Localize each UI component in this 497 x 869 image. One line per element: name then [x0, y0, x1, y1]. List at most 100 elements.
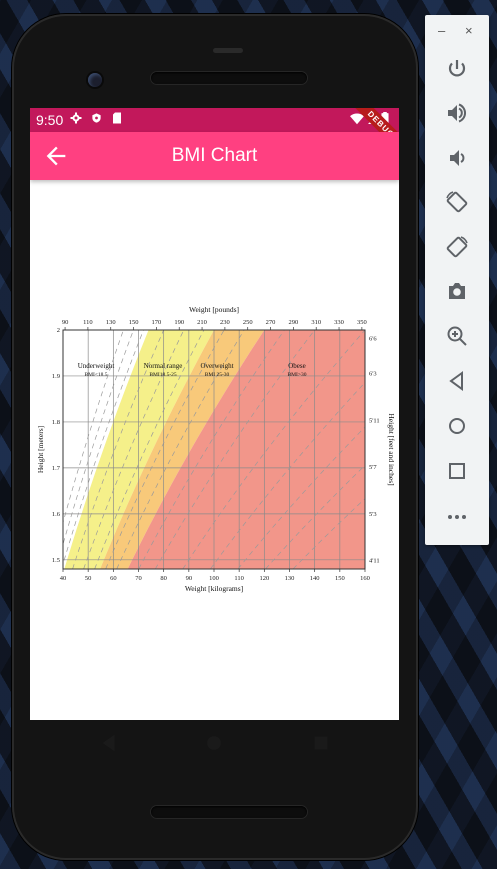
y-tick-label: 1.5 — [52, 557, 60, 564]
bmi-dashed-line — [154, 330, 315, 569]
top-tick-label: 330 — [334, 319, 344, 326]
bmi-dashed-line — [292, 498, 365, 569]
volume-up-icon — [448, 103, 466, 123]
home-icon — [449, 418, 465, 434]
volume-down-button[interactable] — [445, 146, 469, 170]
rotate-left-icon — [446, 191, 468, 213]
region-range-label: BMI<18.5 — [84, 372, 107, 378]
app-bar: BMI Chart — [30, 132, 399, 180]
x-tick-label: 110 — [234, 575, 244, 582]
right-tick-label: 5'11 — [369, 417, 380, 424]
y-tick-label: 1.8 — [52, 419, 60, 426]
x-axis-label: Weight [kilograms] — [185, 584, 243, 593]
x-tick-label: 60 — [110, 575, 117, 582]
back-button-panel[interactable] — [445, 369, 469, 393]
bmi-dashed-line — [138, 330, 285, 569]
rotate-right-button[interactable] — [445, 235, 469, 259]
right-tick-label: 6'3 — [369, 371, 377, 378]
nav-home-icon[interactable] — [203, 732, 225, 754]
bmi-dashed-line — [63, 330, 144, 566]
back-icon — [449, 371, 463, 391]
bmi-dashed-line — [63, 330, 124, 524]
zoom-icon — [447, 326, 467, 346]
region-label: Overweight — [200, 362, 233, 370]
right-axis-label: Height [feet and inches] — [387, 413, 396, 485]
top-tick-label: 90 — [62, 319, 69, 326]
more-icon — [448, 515, 466, 519]
overview-icon — [449, 463, 465, 479]
top-tick-label: 350 — [357, 319, 367, 326]
x-tick-label: 120 — [259, 575, 269, 582]
android-nav-bar — [30, 720, 399, 766]
x-tick-label: 140 — [310, 575, 320, 582]
status-time: 9:50 — [36, 112, 64, 128]
rotate-left-button[interactable] — [445, 190, 469, 214]
right-tick-label: 5'3 — [369, 511, 377, 518]
volume-up-button[interactable] — [445, 101, 469, 125]
sd-card-icon — [112, 112, 121, 124]
region-label: Underweight — [78, 362, 115, 370]
power-icon — [448, 60, 466, 77]
wifi-icon — [350, 113, 365, 125]
bmi-chart: 40 50 60 70 80 90 100 110 120 130 140 150 160 1.5 1.6 1… — [36, 305, 396, 593]
zoom-button[interactable] — [445, 324, 469, 348]
earpiece-slit — [213, 48, 243, 53]
more-button[interactable] — [445, 505, 469, 529]
volume-down-icon — [450, 150, 465, 166]
emulator-side-panel: – × — [425, 15, 489, 545]
x-tick-label: 70 — [135, 575, 142, 582]
top-speaker-grille — [151, 72, 307, 84]
nav-back-icon[interactable] — [98, 732, 120, 754]
overview-button-panel[interactable] — [445, 459, 469, 483]
region-range-label: BMI18.5-25 — [149, 372, 177, 378]
y-axis-label: Height [meters] — [36, 426, 45, 473]
bottom-speaker-grille — [151, 806, 307, 818]
settings-icon — [70, 112, 82, 124]
y-tick-label: 1.9 — [52, 373, 60, 380]
close-button[interactable]: × — [465, 23, 473, 38]
x-tick-label: 160 — [360, 575, 370, 582]
bmi-dashed-line — [94, 330, 205, 569]
minimize-button[interactable]: – — [438, 23, 446, 38]
region-overweight — [100, 330, 265, 569]
bmi-dashed-line — [265, 464, 365, 569]
top-tick-label: 250 — [243, 319, 253, 326]
region-label: Normal range — [144, 362, 183, 370]
right-tick-label: 4'11 — [369, 557, 380, 564]
region-normal-range — [64, 330, 215, 569]
rotate-right-icon — [446, 236, 468, 258]
status-bar: 9:50 DEBUG — [30, 108, 399, 158]
y-tick-label: 1.7 — [52, 465, 61, 472]
region-obese — [127, 330, 365, 569]
screenshot-button[interactable] — [445, 279, 469, 303]
top-tick-label: 110 — [83, 319, 93, 326]
nav-overview-icon[interactable] — [310, 732, 332, 754]
right-tick-label: 5'7 — [369, 464, 377, 471]
top-tick-label: 310 — [311, 319, 321, 326]
x-tick-label: 100 — [209, 575, 219, 582]
x-tick-label: 80 — [160, 575, 167, 582]
status-notification-icons — [70, 112, 122, 126]
bmi-dashed-line — [63, 330, 134, 546]
top-tick-label: 170 — [152, 319, 162, 326]
home-button-panel[interactable] — [445, 414, 469, 438]
bmi-dashed-line — [182, 330, 365, 569]
app-screen: 9:50 DEBUG BMI Chart 40 50 60 70 80 90 100 110 1… — [30, 108, 399, 720]
top-tick-label: 150 — [129, 319, 139, 326]
top-tick-label: 270 — [266, 319, 276, 326]
region-label: Obese — [288, 362, 306, 370]
top-axis-label: Weight [pounds] — [189, 305, 239, 314]
bmi-dashed-line — [210, 382, 365, 569]
shield-icon — [92, 113, 101, 123]
y-tick-label: 1.6 — [52, 511, 61, 518]
top-tick-label: 290 — [289, 319, 299, 326]
x-tick-label: 90 — [186, 575, 193, 582]
top-tick-label: 210 — [197, 319, 207, 326]
x-tick-label: 50 — [85, 575, 92, 582]
camera-icon — [449, 283, 465, 299]
power-button[interactable] — [445, 57, 469, 81]
bmi-dashed-line — [83, 330, 185, 569]
right-tick-label: 6'6 — [369, 336, 377, 343]
y-tick-label: 2 — [57, 327, 60, 334]
back-button[interactable] — [42, 142, 70, 170]
